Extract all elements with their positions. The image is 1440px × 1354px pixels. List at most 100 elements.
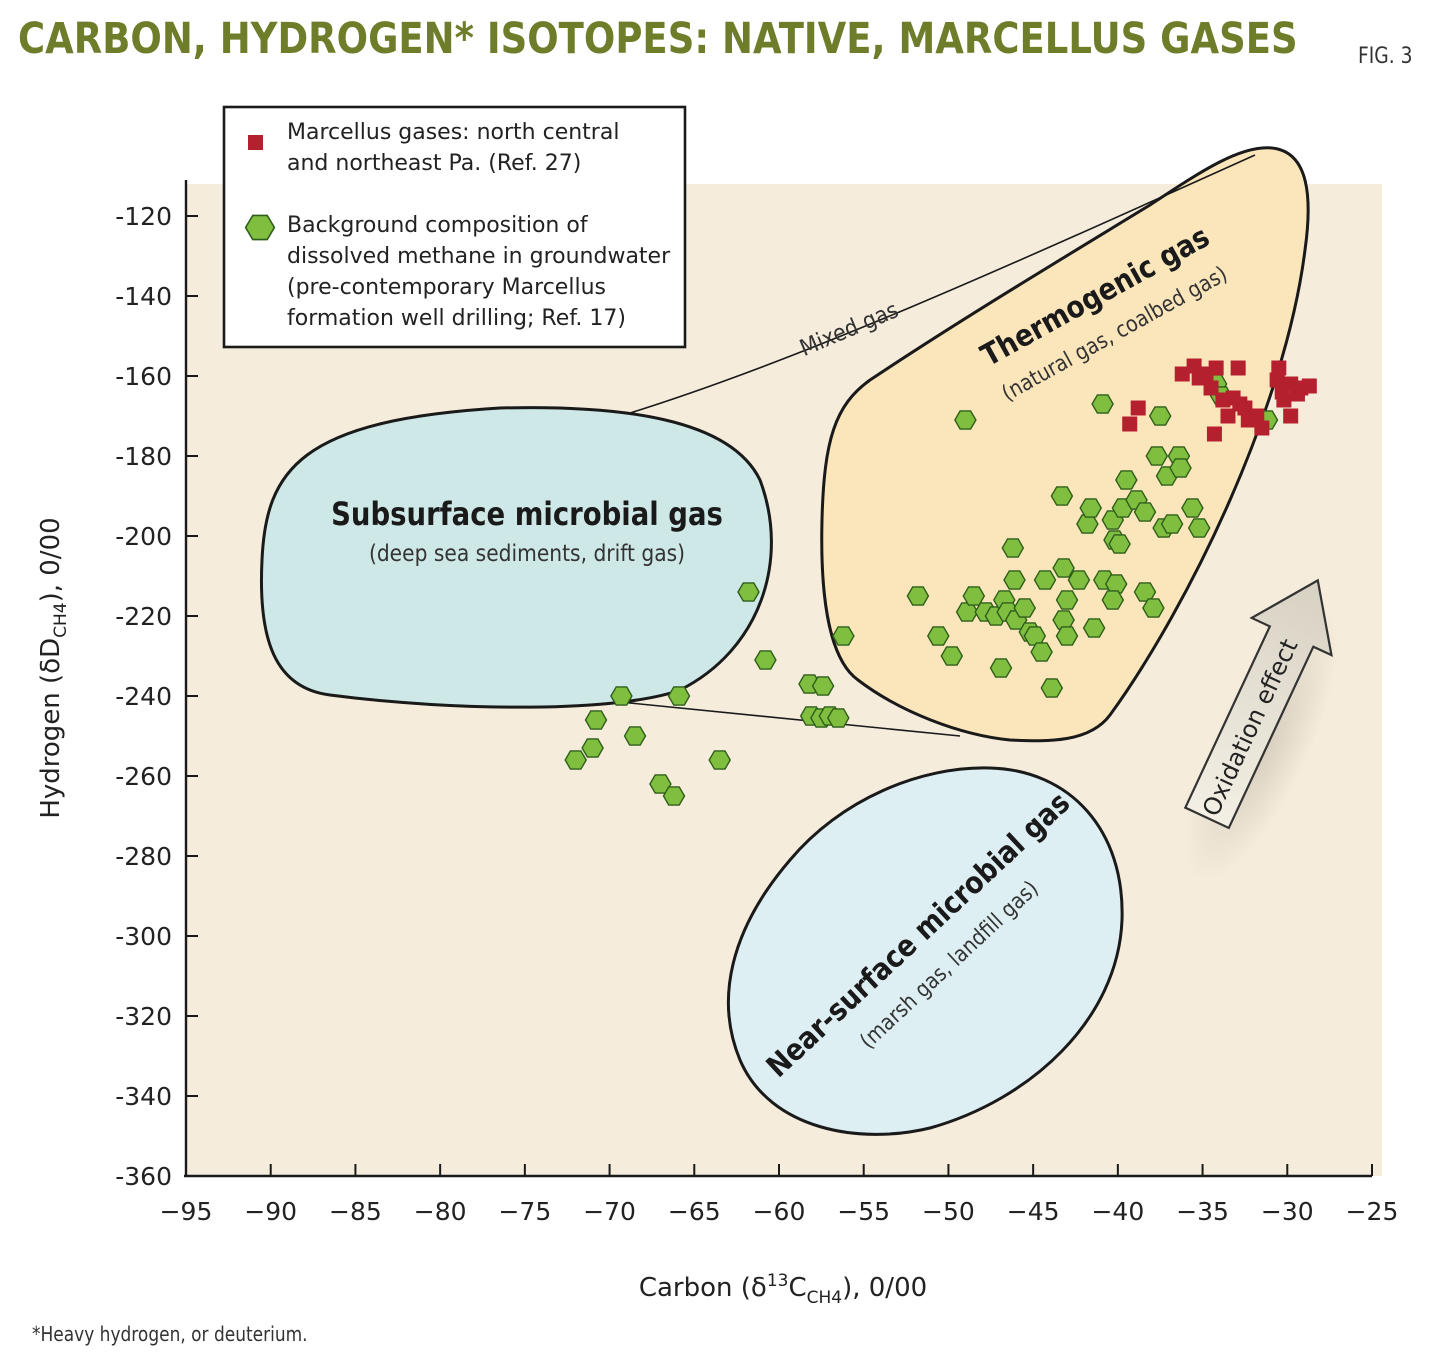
groundwater-point bbox=[1181, 498, 1204, 518]
groundwater-point bbox=[1067, 570, 1091, 590]
groundwater-point bbox=[1108, 534, 1131, 554]
groundwater-point bbox=[708, 750, 732, 770]
y-tick-label: -120 bbox=[115, 202, 172, 231]
groundwater-point bbox=[1114, 470, 1138, 490]
y-axis-label-sub: CH4 bbox=[51, 602, 71, 637]
marcellus-point bbox=[1276, 392, 1292, 408]
y-axis-label: Hydrogen (δDCH4), 0/00 bbox=[36, 517, 71, 818]
x-tick-label: −55 bbox=[837, 1197, 890, 1226]
y-tick-label: -260 bbox=[115, 762, 172, 791]
marcellus-point bbox=[1203, 380, 1219, 396]
legend-line: Background composition of bbox=[287, 213, 589, 238]
y-tick-label: -140 bbox=[115, 282, 172, 311]
groundwater-point bbox=[1160, 514, 1184, 534]
x-tick-label: −45 bbox=[1007, 1197, 1060, 1226]
y-tick-label: -340 bbox=[115, 1082, 172, 1111]
x-tick-label: −60 bbox=[753, 1197, 806, 1226]
groundwater-point bbox=[1101, 590, 1125, 610]
legend-groundwater-marker bbox=[244, 214, 276, 241]
x-axis-label: Carbon (δ13CCH4), 0/00 bbox=[639, 1271, 927, 1308]
groundwater-point bbox=[811, 676, 835, 696]
groundwater-point bbox=[926, 626, 950, 646]
x-axis-label-sub: CH4 bbox=[807, 1288, 842, 1308]
data-points-layer bbox=[564, 358, 1317, 806]
footnote: *Heavy hydrogen, or deuterium. bbox=[32, 1322, 308, 1346]
groundwater-point bbox=[1079, 498, 1103, 518]
legend-marcellus-marker bbox=[248, 135, 263, 150]
y-tick-label: -200 bbox=[115, 522, 172, 551]
marcellus-point bbox=[1208, 360, 1224, 376]
regions-layer bbox=[259, 146, 1310, 1136]
x-tick-label: −85 bbox=[329, 1197, 382, 1226]
groundwater-point bbox=[662, 786, 686, 806]
groundwater-point bbox=[1082, 618, 1106, 638]
marcellus-point bbox=[1249, 408, 1265, 424]
marcellus-point bbox=[1283, 408, 1299, 424]
x-tick-label: −40 bbox=[1091, 1197, 1144, 1226]
groundwater-point bbox=[1169, 458, 1192, 478]
x-tick-label: −25 bbox=[1346, 1197, 1399, 1226]
subsurface-region-note: (deep sea sediments, drift gas) bbox=[369, 541, 685, 568]
y-tick-label: -220 bbox=[115, 602, 172, 631]
axes: −95 −90 −85 −80 −75 −70 −65 −60 −55 −50 −45 −40 −35 −… bbox=[115, 180, 1398, 1226]
x-tick-label: −70 bbox=[583, 1197, 636, 1226]
y-tick-label: -280 bbox=[115, 842, 172, 871]
x-axis-label-pre: Carbon (δ bbox=[639, 1273, 767, 1303]
groundwater-point bbox=[1033, 570, 1057, 590]
marcellus-point bbox=[1122, 416, 1138, 432]
figure-label: FIG. 3 bbox=[1358, 44, 1413, 69]
groundwater-point bbox=[1145, 446, 1169, 466]
x-tick-label: −65 bbox=[668, 1197, 721, 1226]
marcellus-point bbox=[1130, 400, 1146, 416]
y-axis-label-post: ), 0/00 bbox=[36, 517, 66, 602]
groundwater-point bbox=[1055, 590, 1079, 610]
legend-line: formation well drilling; Ref. 17) bbox=[287, 306, 626, 331]
x-axis-label-sup: 13 bbox=[767, 1271, 789, 1291]
groundwater-point bbox=[610, 686, 633, 706]
groundwater-point bbox=[954, 410, 977, 430]
y-tick-label: -320 bbox=[115, 1002, 172, 1031]
x-tick-label: −95 bbox=[160, 1197, 213, 1226]
marcellus-point bbox=[1254, 420, 1270, 436]
legend: Marcellus gases: north central and northe… bbox=[222, 105, 687, 349]
marcellus-point bbox=[1186, 358, 1202, 374]
groundwater-point bbox=[1050, 486, 1074, 506]
x-tick-label: −30 bbox=[1261, 1197, 1314, 1226]
groundwater-point bbox=[1104, 574, 1128, 594]
groundwater-point bbox=[1091, 394, 1114, 414]
x-tick-label: −90 bbox=[244, 1197, 297, 1226]
groundwater-point bbox=[906, 586, 930, 606]
legend-line: and northeast Pa. (Ref. 27) bbox=[287, 151, 581, 176]
subsurface-microbial-region bbox=[259, 406, 773, 709]
x-tick-label: −35 bbox=[1176, 1197, 1229, 1226]
groundwater-point bbox=[826, 708, 850, 728]
groundwater-point bbox=[989, 658, 1013, 678]
y-tick-label: -300 bbox=[115, 922, 172, 951]
y-tick-label: -240 bbox=[115, 682, 172, 711]
marcellus-point bbox=[1174, 366, 1190, 382]
groundwater-point bbox=[754, 650, 777, 670]
groundwater-point bbox=[737, 582, 760, 602]
groundwater-point bbox=[581, 738, 604, 758]
groundwater-point bbox=[623, 726, 647, 746]
groundwater-point bbox=[1055, 626, 1079, 646]
legend-text: Marcellus gases: north central and northe… bbox=[287, 120, 671, 331]
groundwater-point bbox=[832, 626, 855, 646]
groundwater-point bbox=[940, 646, 964, 666]
y-tick-label: -360 bbox=[115, 1162, 172, 1191]
groundwater-point bbox=[1052, 558, 1075, 578]
y-ticks: -120 -140 -160 -180 -200 -220 -240 -260 -280 -300… bbox=[115, 202, 198, 1191]
legend-line: (pre-contemporary Marcellus bbox=[287, 275, 606, 300]
groundwater-point bbox=[1030, 642, 1053, 662]
marcellus-point bbox=[1301, 378, 1317, 394]
groundwater-point bbox=[584, 710, 608, 730]
x-tick-label: −80 bbox=[414, 1197, 467, 1226]
subsurface-region-title: Subsurface microbial gas bbox=[331, 496, 723, 534]
groundwater-point bbox=[1133, 502, 1157, 522]
x-axis-label-mid: C bbox=[788, 1273, 806, 1303]
groundwater-point bbox=[1013, 598, 1037, 618]
legend-box bbox=[222, 105, 687, 349]
x-tick-label: −75 bbox=[498, 1197, 551, 1226]
thermogenic-region bbox=[820, 146, 1310, 743]
